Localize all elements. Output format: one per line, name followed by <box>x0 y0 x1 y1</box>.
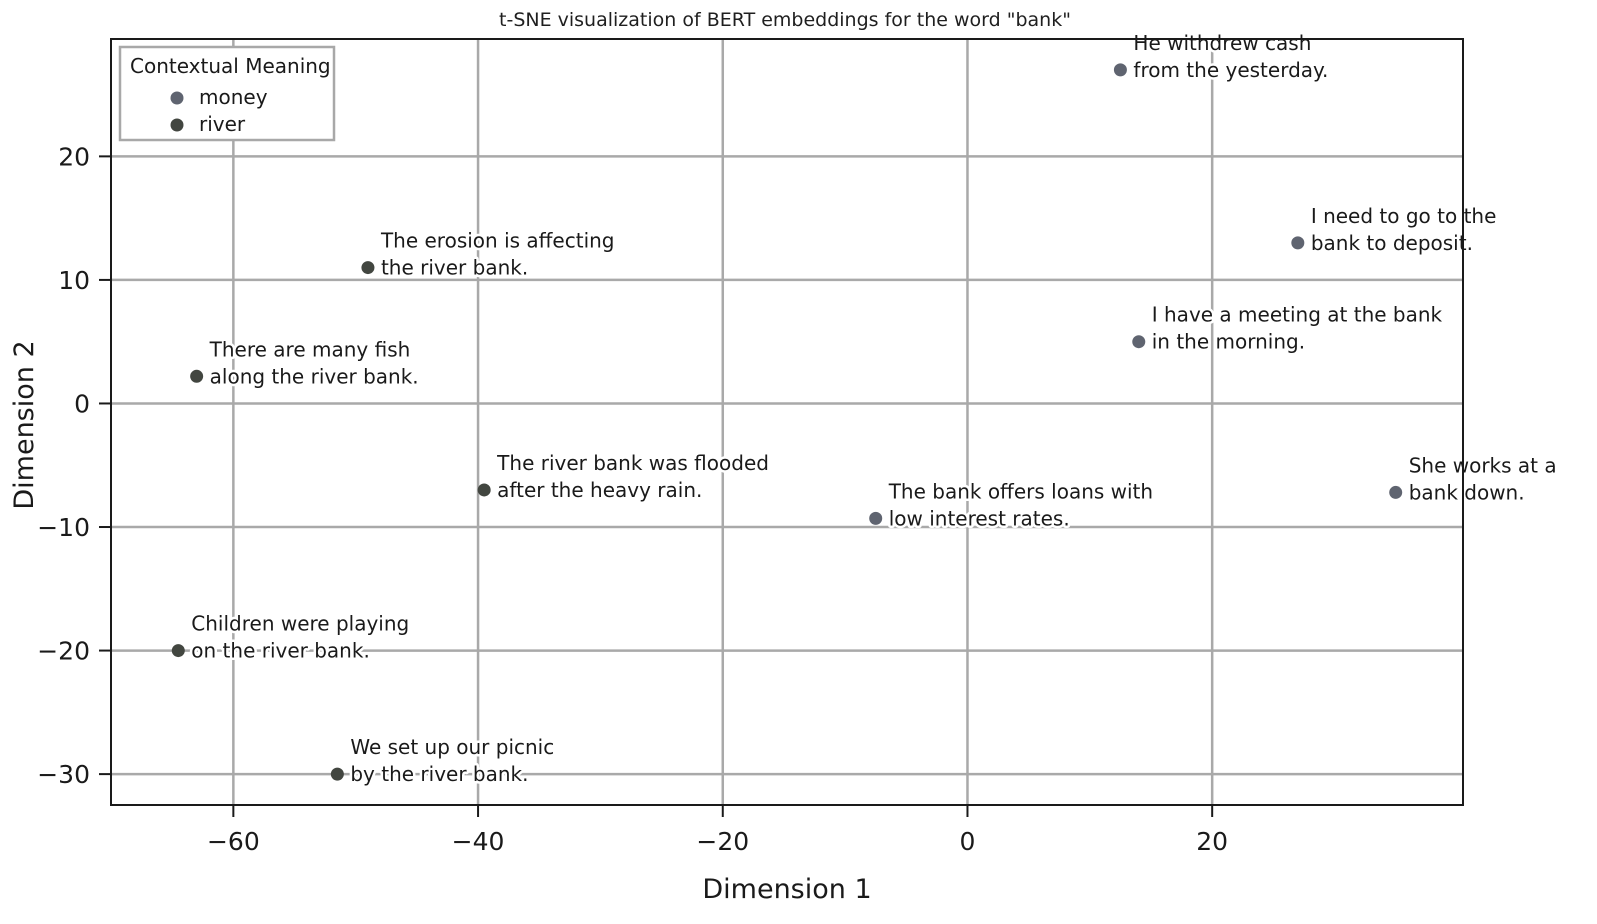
point-annotation: We set up our picnic by the river bank. <box>350 735 554 786</box>
scatter-point-river <box>171 644 185 658</box>
scatter-point-money <box>1389 485 1403 499</box>
point-annotation: She works at a bank down. <box>1409 453 1557 504</box>
annotation-line: He withdrew cash <box>1133 31 1311 55</box>
scatter-point-money <box>1291 236 1305 250</box>
legend-label-money: money <box>199 85 268 109</box>
legend-marker-money <box>170 91 184 105</box>
y-axis-label: Dimension 2 <box>9 340 40 509</box>
annotation-line: bank to deposit. <box>1311 231 1473 255</box>
annotation-line: The erosion is affecting <box>380 229 615 253</box>
annotation-line: She works at a <box>1409 453 1557 477</box>
annotation-line: There are many fish <box>209 337 411 361</box>
annotation-line: We set up our picnic <box>350 735 554 759</box>
y-tick-label: 20 <box>58 142 90 171</box>
legend: Contextual Meaning money river <box>118 45 336 142</box>
scatter-point-river <box>361 261 375 275</box>
y-tick-label: −10 <box>37 513 90 542</box>
annotation-line: in the morning. <box>1152 330 1305 354</box>
grid-lines <box>111 39 1463 805</box>
x-tick-label: −20 <box>696 827 749 856</box>
plot-area <box>111 39 1463 805</box>
annotation-line: I need to go to the <box>1311 204 1497 228</box>
point-annotation: The erosion is affecting the river bank. <box>380 229 615 280</box>
x-tick-label: −60 <box>207 827 260 856</box>
annotation-line: after the heavy rain. <box>497 478 702 502</box>
point-annotations: He withdrew cash from the yesterday. I nee… <box>189 28 1559 788</box>
annotation-line: along the river bank. <box>210 364 419 388</box>
annotation-line: on the river bank. <box>191 639 370 663</box>
point-annotation: There are many fish along the river bank. <box>209 337 419 388</box>
axis-ticks: −60 −40 −20 0 20 20 10 0 −10 −20 −30 <box>37 142 1228 856</box>
scatter-point-money <box>1113 63 1127 77</box>
scatter-point-river <box>190 369 204 383</box>
legend-label-river: river <box>199 112 246 136</box>
y-tick-label: 0 <box>74 389 90 418</box>
x-tick-label: 0 <box>960 827 976 856</box>
point-annotation: The bank offers loans with low interest r… <box>888 479 1153 530</box>
data-points <box>171 63 1403 781</box>
annotation-line: from the yesterday. <box>1133 58 1328 82</box>
y-tick-label: −20 <box>37 637 90 666</box>
annotation-line: bank down. <box>1409 480 1525 504</box>
point-annotation: I need to go to the bank to deposit. <box>1311 204 1497 255</box>
y-tick-label: −30 <box>37 760 90 789</box>
legend-box <box>118 45 336 142</box>
annotation-line: The river bank was flooded <box>496 451 769 475</box>
annotation-line: by the river bank. <box>350 762 528 786</box>
annotation-line: Children were playing <box>191 612 409 636</box>
annotation-line: The bank offers loans with <box>888 479 1153 503</box>
point-annotation: The river bank was flooded after the heav… <box>496 451 769 502</box>
plot-frame <box>110 38 1464 806</box>
scatter-point-money <box>869 511 883 525</box>
point-annotation: Children were playing on the river bank. <box>191 612 409 663</box>
annotation-line: the river bank. <box>381 256 528 280</box>
annotation-line: low interest rates. <box>889 506 1070 530</box>
x-axis-label: Dimension 1 <box>702 874 871 905</box>
scatter-point-river <box>330 767 344 781</box>
x-tick-label: −40 <box>452 827 505 856</box>
annotation-line: I have a meeting at the bank <box>1152 303 1443 327</box>
legend-marker-river <box>170 118 184 132</box>
y-tick-label: 10 <box>58 266 90 295</box>
point-annotation: I have a meeting at the bank in the morni… <box>1152 303 1443 354</box>
x-tick-label: 20 <box>1196 827 1228 856</box>
point-annotation: He withdrew cash from the yesterday. <box>1133 31 1328 82</box>
scatter-point-river <box>477 483 491 497</box>
chart-title: t-SNE visualization of BERT embeddings f… <box>499 9 1071 31</box>
legend-title: Contextual Meaning <box>130 54 331 78</box>
scatter-point-money <box>1132 335 1146 349</box>
